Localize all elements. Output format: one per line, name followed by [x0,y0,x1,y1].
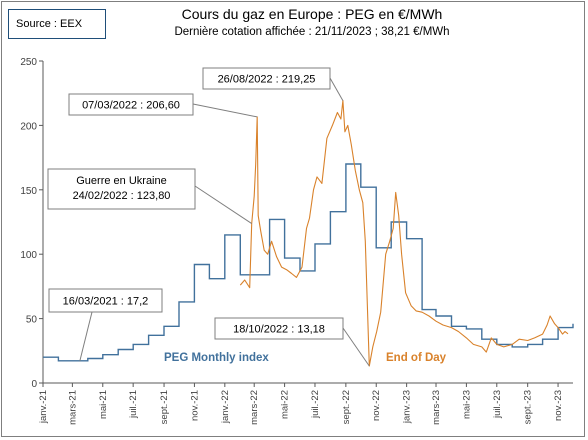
x-tick-label: nov.-21 [189,390,200,421]
annotation-leader-line [342,327,370,367]
annotation-leader-line [192,103,258,118]
annotation-text: 24/02/2022 : 123,80 [73,190,171,202]
series-line-end-of-day [239,100,569,367]
x-tick-label: mars-23 [431,390,442,425]
x-tick-label: mars-21 [67,390,78,425]
x-tick-label: mars-22 [249,390,260,425]
annotation-box [48,288,163,313]
annotation-text: 26/08/2022 : 219,25 [218,74,316,86]
annotation-box [68,93,194,116]
x-tick-label: sept.-22 [341,390,352,424]
x-tick-label: sept.-21 [159,390,170,424]
annotation-text: Guerre en Ukraine [76,175,167,187]
x-tick-label: mai-21 [98,390,109,419]
annotation-leader-line [79,311,93,361]
annotation-box [214,317,344,340]
annotation-box [47,168,196,210]
series-labels: PEG Monthly index End of Day [164,352,447,364]
series-label: End of Day [386,352,447,364]
chart-subtitle: Dernière cotation affichée : 21/11/2023 … [174,26,450,38]
y-tick-label: 0 [31,379,37,390]
source-label: Source : EEX [8,9,106,39]
series-group [43,100,574,367]
x-tick-label: juil.-23 [492,390,503,419]
y-tick-label: 250 [20,57,37,68]
annotation-leader-line [194,185,252,224]
x-tick-label: juil.-21 [128,390,139,419]
x-tick-label: janv.-22 [220,390,231,424]
x-tick-label: janv.-23 [402,390,413,424]
x-tick-label: nov.-22 [371,390,382,421]
annotation-leader-line [329,77,344,101]
axes [42,61,573,384]
chart-title: Cours du gaz en Europe : PEG en €/MWh [181,6,443,22]
annotation-box [202,67,331,90]
y-tick-label: 150 [20,186,37,197]
x-tick-label: juil.-22 [310,390,321,419]
x-tick-label: janv.-21 [38,390,49,424]
annotation-text: 16/03/2021 : 17,2 [63,296,149,308]
y-tick-label: 50 [26,315,38,326]
annotation-text: 18/10/2022 : 13,18 [233,324,325,336]
annotation-text: 07/03/2022 : 206,60 [82,100,180,112]
x-tick-label: mai-23 [461,390,472,419]
axis-ticks: 0 50 100 150 200 250 janv.-21 mars-21 mai-21 juil… [20,57,564,425]
series-label: PEG Monthly index [164,352,269,364]
x-tick-label: nov.-23 [553,390,564,421]
y-tick-label: 200 [20,121,37,132]
x-tick-label: sept.-23 [523,390,534,424]
annotations: 26/08/2022 : 219,25 07/03/2022 : 206,60 Gu… [47,67,370,367]
gas-price-chart: 0 50 100 150 200 250 janv.-21 mars-21 mai-21 juil… [20,57,574,425]
x-tick-label: mai-22 [280,390,291,419]
y-tick-label: 100 [20,250,37,261]
